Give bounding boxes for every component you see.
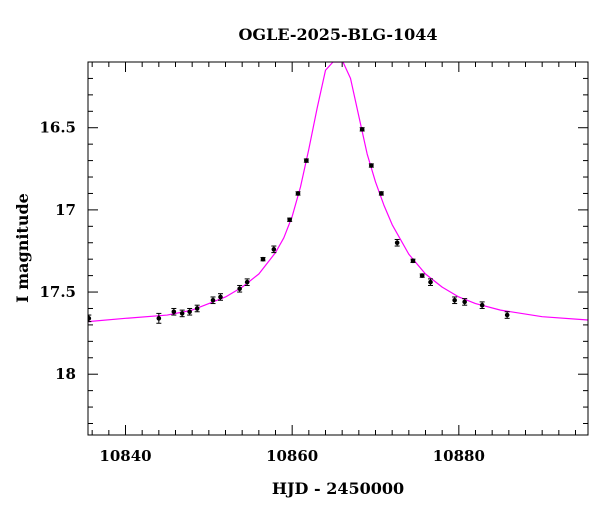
data-point-17: [378, 191, 384, 196]
data-marker: [359, 127, 365, 132]
data-point-0: [88, 314, 92, 323]
data-point-14: [303, 158, 309, 163]
axis-ticks: 10840 10860 10880 16.5 17 17.5 18: [39, 61, 588, 465]
data-point-10: [260, 256, 266, 262]
x-axis-label: HJD - 2450000: [272, 479, 404, 498]
data-marker: [237, 286, 242, 292]
data-marker: [171, 309, 177, 315]
data-points-layer: [88, 127, 510, 324]
data-point-13: [295, 191, 301, 196]
data-marker: [260, 256, 266, 262]
data-point-24: [479, 301, 485, 309]
data-marker: [194, 306, 200, 311]
data-point-15: [359, 127, 365, 132]
data-point-20: [419, 273, 425, 278]
data-point-2: [171, 307, 177, 316]
data-marker: [410, 258, 416, 264]
data-marker: [179, 311, 185, 316]
data-marker: [244, 279, 250, 285]
data-marker: [218, 294, 223, 300]
data-point-12: [287, 217, 293, 223]
data-point-16: [368, 163, 374, 168]
data-point-23: [462, 298, 468, 306]
data-marker: [428, 279, 433, 285]
data-marker: [295, 191, 301, 196]
data-marker: [287, 217, 292, 223]
chart-title: OGLE-2025-BLG-1044: [238, 25, 437, 44]
data-marker: [462, 299, 467, 305]
data-marker: [479, 302, 485, 308]
data-point-4: [187, 307, 193, 316]
y-tick-label: 17.5: [39, 283, 76, 301]
data-point-1: [156, 312, 162, 324]
data-marker: [394, 240, 400, 246]
data-point-11: [271, 245, 277, 254]
model-curve-layer: [88, 62, 588, 323]
data-point-8: [237, 284, 243, 293]
data-marker: [271, 247, 277, 252]
data-point-9: [244, 278, 250, 286]
y-tick-label: 17: [55, 201, 76, 219]
x-tick-label: 10840: [99, 447, 151, 465]
data-marker: [304, 158, 309, 163]
data-marker: [419, 273, 425, 278]
data-point-21: [428, 278, 433, 286]
data-point-3: [179, 309, 185, 318]
data-point-18: [394, 238, 400, 247]
data-point-25: [504, 311, 510, 319]
data-point-5: [194, 304, 200, 313]
plot-frame: [87, 61, 589, 436]
y-axis-label: I magnitude: [13, 193, 32, 303]
data-marker: [210, 297, 216, 303]
data-marker: [88, 316, 92, 321]
data-marker: [504, 312, 510, 318]
y-tick-label: 16.5: [39, 119, 76, 137]
data-marker: [379, 191, 384, 196]
data-point-19: [410, 258, 416, 264]
data-marker: [156, 316, 162, 321]
data-point-22: [452, 296, 458, 305]
data-marker: [187, 309, 192, 315]
x-tick-label: 10860: [266, 447, 318, 465]
x-tick-label: 10880: [433, 447, 485, 465]
data-marker: [452, 297, 457, 303]
data-point-6: [210, 296, 216, 305]
data-marker: [369, 163, 374, 168]
model-curve: [88, 62, 588, 323]
data-point-7: [218, 293, 223, 301]
y-tick-label: 18: [55, 365, 76, 383]
